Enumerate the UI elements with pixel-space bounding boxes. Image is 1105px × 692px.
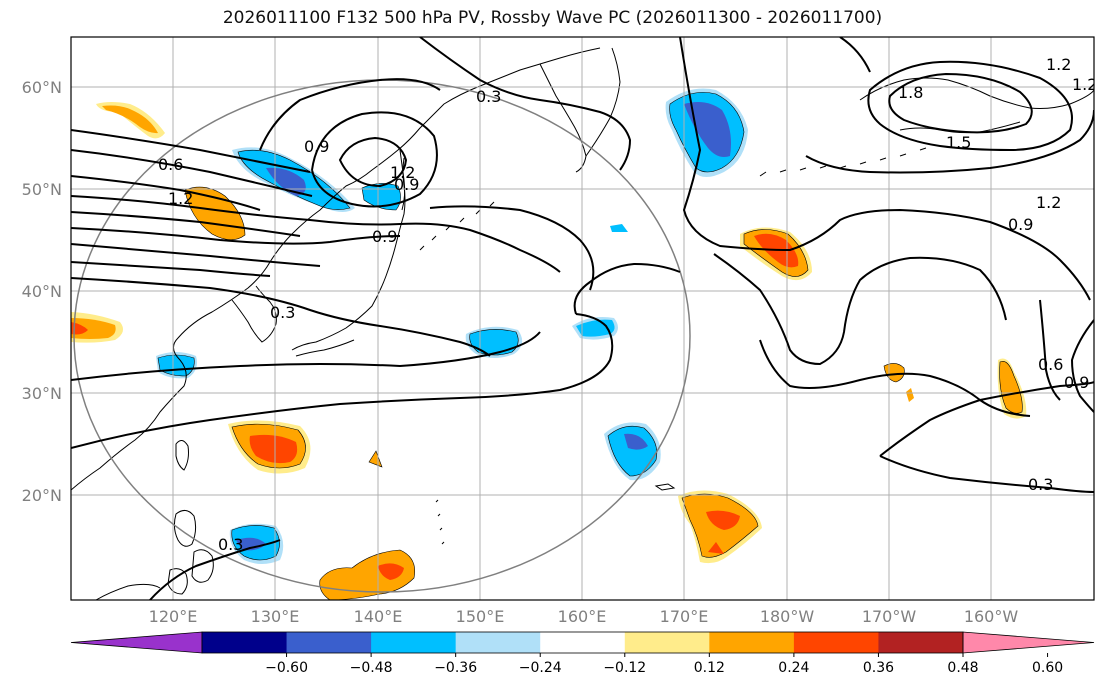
lon-label: 160°E [558,607,607,626]
contour-label: 0.3 [270,303,295,322]
colorbar-over-triangle [962,631,1095,654]
contour-label: 0.3 [1028,475,1053,494]
contour-label: 0.3 [476,87,501,106]
colorbar-frame [201,631,964,654]
gridlines [71,37,1094,600]
colorbar-tick-label: 0.60 [1032,660,1063,676]
colorbar-swatch [371,632,457,653]
contour-label: 0.6 [158,155,183,174]
colorbar-swatch [455,632,541,653]
lat-label: 60°N [22,78,62,97]
map-area: 0.3 0.6 0.9 1.2 0.9 0.3 0.9 1.2 1.8 1.5 … [71,37,1097,600]
pv-contours [71,37,1094,600]
colorbar-tick-label: −0.24 [519,660,562,676]
contour-label: 0.9 [394,175,419,194]
anomaly-positive [71,312,124,343]
lon-label: 180°W [760,607,815,626]
contour-label: 0.3 [218,535,243,554]
colorbar-swatch [202,632,288,653]
colorbar-swatch [709,632,795,653]
anomaly-negative [604,422,661,481]
colorbar-tick-label: 0.24 [778,660,809,676]
contour-label: 1.2 [1036,193,1061,212]
map-frame [70,36,1095,601]
lon-label: 120°E [149,607,198,626]
colorbar-swatch [624,632,710,653]
lat-label: 20°N [22,486,62,505]
contour-label: 1.2 [1072,75,1097,94]
colorbar: −0.60 −0.48 −0.36 −0.24 −0.12 0.12 0.24 0.36 0.4… [70,631,1095,676]
lat-label: 50°N [22,180,62,199]
anomaly-negative [229,523,284,564]
anomaly-negative [610,224,628,232]
lon-label: 170°W [862,607,917,626]
lon-label: 140°E [354,607,403,626]
colorbar-tick-label: −0.36 [434,660,477,676]
anomaly-positive [228,420,311,474]
contour-label: 1.2 [1046,55,1071,74]
contour-label: 1.2 [390,163,415,182]
colorbar-under-triangle [70,631,203,654]
lon-label: 150°E [456,607,505,626]
anomaly-positive [96,102,165,139]
anomaly-positive [678,490,762,564]
contour-label: 1.8 [898,83,923,102]
colorbar-tick-label: 0.36 [863,660,894,676]
pv-anomaly-shading [71,88,1027,600]
colorbar-swatch [878,632,964,653]
colorbar-tick-label: −0.48 [350,660,393,676]
anomaly-negative [665,88,748,177]
lat-label: 40°N [22,282,62,301]
colorbar-swatch [286,632,372,653]
contour-label: 0.9 [1064,373,1089,392]
anomaly-positive [319,549,415,600]
contour-label: 1.2 [168,189,193,208]
latitude-labels: 60°N 50°N 40°N 30°N 20°N [22,78,62,505]
colorbar-swatch [793,632,879,653]
longitude-labels: 120°E 130°E 140°E 150°E 160°E 170°E 180°… [149,607,1019,626]
contour-label: 1.5 [946,133,971,152]
contour-label: 0.9 [1008,215,1033,234]
contour-labels: 0.3 0.6 0.9 1.2 0.9 0.3 0.9 1.2 1.8 1.5 … [158,55,1097,554]
contour-label: 0.9 [304,137,329,156]
lon-label: 160°W [964,607,1019,626]
lat-label: 30°N [22,384,62,403]
map-title: 2026011100 F132 500 hPa PV, Rossby Wave … [222,8,883,28]
lon-label: 170°E [660,607,709,626]
contour-label: 0.6 [1038,355,1063,374]
anomaly-positive [368,450,383,468]
colorbar-tick-label: 0.48 [947,660,978,676]
contour-label: 0.9 [372,227,397,246]
lon-label: 130°E [251,607,300,626]
colorbar-tick-label: 0.12 [694,660,725,676]
colorbar-tick-label: −0.12 [603,660,646,676]
colorbar-swatch [540,632,626,653]
colorbar-tick-label: −0.60 [265,660,308,676]
